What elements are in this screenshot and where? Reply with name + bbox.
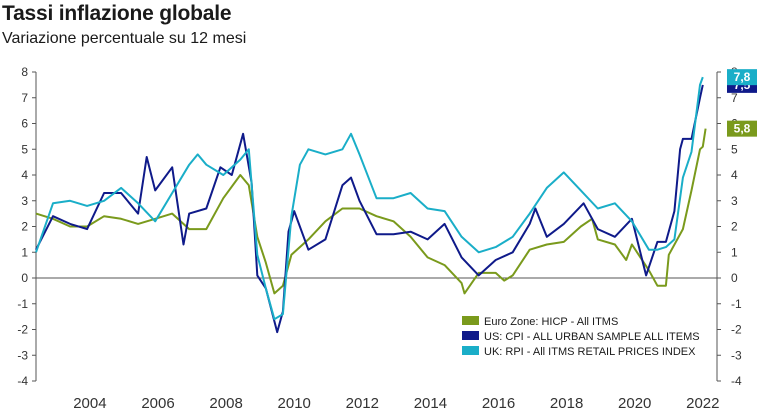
last-value-badge-2 <box>727 69 757 86</box>
last-value-label-2: 7,8 <box>734 70 751 84</box>
x-tick-label: 2016 <box>482 395 515 412</box>
y-tick-label-left: 6 <box>21 117 28 131</box>
x-tick-label: 2022 <box>686 395 719 412</box>
y-tick-label-left: -3 <box>17 348 28 362</box>
y-tick-label-right: -4 <box>731 374 742 388</box>
legend-swatch-1 <box>462 331 479 340</box>
legend-swatch-0 <box>462 316 479 325</box>
y-tick-label-left: 0 <box>21 271 28 285</box>
legend-label-0: Euro Zone: HICP - All ITMS <box>484 316 618 328</box>
y-tick-label-right: 3 <box>731 194 738 208</box>
chart-legend: Euro Zone: HICP - All ITMS US: CPI - ALL … <box>462 316 700 358</box>
y-tick-label-left: 7 <box>21 91 28 105</box>
y-tick-label-left: -2 <box>17 323 28 337</box>
x-tick-label: 2020 <box>618 395 651 412</box>
y-tick-label-right: 5 <box>731 142 738 156</box>
y-tick-label-right: 7 <box>731 91 738 105</box>
y-tick-label-right: 4 <box>731 168 738 182</box>
legend-label-2: UK: RPI - All ITMS RETAIL PRICES INDEX <box>484 346 696 358</box>
last-value-badges: 5,87,57,8 <box>727 69 757 137</box>
y-tick-label-right: 2 <box>731 220 738 234</box>
y-tick-label-left: 4 <box>21 168 28 182</box>
y-tick-label-left: 3 <box>21 194 28 208</box>
legend-swatch-2 <box>462 346 479 355</box>
y-tick-label-right: -2 <box>731 323 742 337</box>
y-tick-label-right: -1 <box>731 297 742 311</box>
x-tick-label: 2018 <box>550 395 583 412</box>
series-line-1 <box>35 84 704 334</box>
chart-title: Tassi inflazione globale <box>2 2 232 25</box>
x-tick-label: 2008 <box>209 395 242 412</box>
x-tick-label: 2012 <box>346 395 379 412</box>
chart-plot-area <box>35 76 707 334</box>
y-tick-label-left: 2 <box>21 220 28 234</box>
x-tick-label: 2006 <box>141 395 174 412</box>
y-tick-label-right: -3 <box>731 348 742 362</box>
y-tick-label-right: 1 <box>731 245 738 259</box>
chart-subtitle: Variazione percentuale su 12 mesi <box>2 30 247 47</box>
series-line-2 <box>35 76 704 321</box>
x-tick-label: 2014 <box>414 395 447 412</box>
y-tick-label-left: 1 <box>21 245 28 259</box>
y-tick-label-left: 5 <box>21 142 28 156</box>
last-value-badge-0 <box>727 120 757 137</box>
x-tick-label: 2010 <box>278 395 311 412</box>
y-tick-label-right: 0 <box>731 271 738 285</box>
chart-axes: -4-4-3-3-2-2-1-1001122334455667788200420… <box>17 65 742 412</box>
x-tick-label: 2004 <box>73 395 106 412</box>
y-tick-label-left: -1 <box>17 297 28 311</box>
y-tick-label-left: -4 <box>17 374 28 388</box>
y-tick-label-left: 8 <box>21 65 28 79</box>
last-value-label-0: 5,8 <box>734 122 751 136</box>
legend-label-1: US: CPI - ALL URBAN SAMPLE ALL ITEMS <box>484 331 700 343</box>
